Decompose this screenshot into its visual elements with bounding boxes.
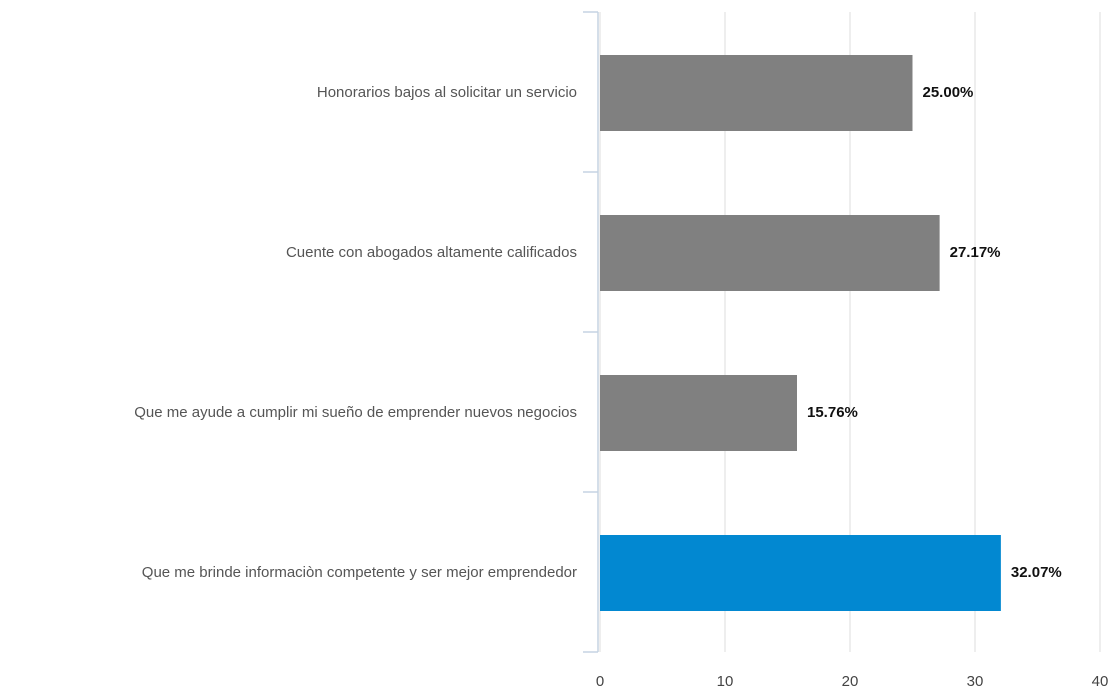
category-label: Honorarios bajos al solicitar un servici… bbox=[317, 84, 577, 101]
value-label: 32.07% bbox=[1011, 564, 1062, 581]
value-label: 27.17% bbox=[950, 244, 1001, 261]
value-label: 25.00% bbox=[923, 84, 974, 101]
value-label: 15.76% bbox=[807, 404, 858, 421]
bar bbox=[600, 375, 797, 451]
category-label: Cuente con abogados altamente calificado… bbox=[286, 244, 577, 261]
category-label: Que me brinde informaciòn competente y s… bbox=[142, 564, 577, 581]
bar bbox=[600, 215, 940, 291]
x-tick-label: 0 bbox=[596, 673, 604, 690]
bar bbox=[600, 55, 913, 131]
category-label: Que me ayude a cumplir mi sueño de empre… bbox=[134, 404, 577, 421]
x-tick-label: 40 bbox=[1092, 673, 1109, 690]
x-tick-label: 30 bbox=[967, 673, 984, 690]
bar bbox=[600, 535, 1001, 611]
x-tick-label: 20 bbox=[842, 673, 859, 690]
x-tick-label: 10 bbox=[717, 673, 734, 690]
